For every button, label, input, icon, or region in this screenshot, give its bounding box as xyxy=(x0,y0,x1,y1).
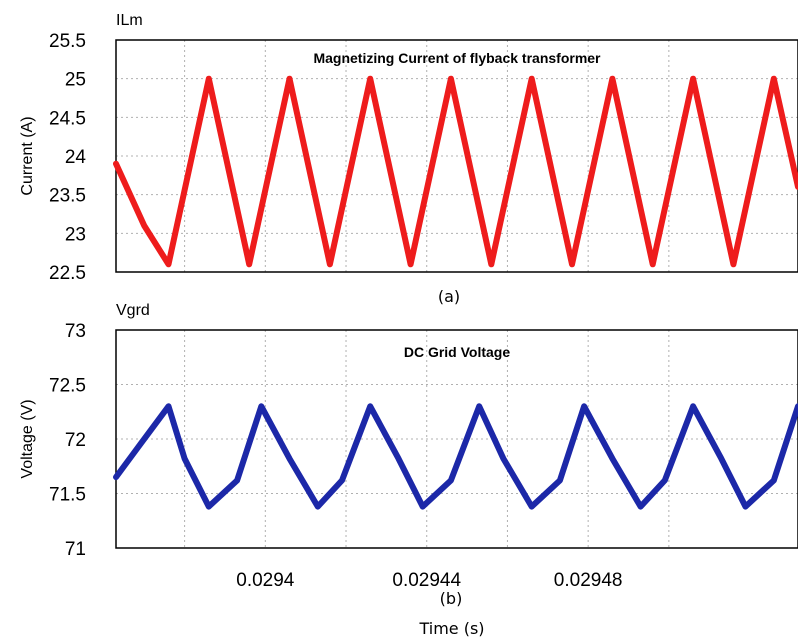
panel-a-caption: (a) xyxy=(438,287,460,306)
voltage-y-axis-label: Voltage (V) xyxy=(19,399,36,478)
vgrd-series-label: Vgrd xyxy=(116,302,150,319)
voltage-y-tick-label: 72 xyxy=(65,430,86,451)
current-y-ticks: 25.5 25 24.5 24 23.5 23 22.5 xyxy=(49,31,86,284)
vgrd-series-line xyxy=(113,403,798,510)
voltage-x-tick-label: 0.02948 xyxy=(554,570,623,591)
voltage-y-tick-label: 71.5 xyxy=(49,485,86,506)
voltage-x-ticks: 0.0294 0.02944 0.02948 xyxy=(236,570,622,591)
panel-b-caption: (b) xyxy=(440,589,463,608)
current-y-tick-label: 22.5 xyxy=(49,263,86,284)
current-y-tick-label: 24 xyxy=(65,147,87,168)
current-y-axis-label: Current (A) xyxy=(19,116,36,195)
voltage-y-tick-label: 71 xyxy=(65,539,86,560)
voltage-chart-title: DC Grid Voltage xyxy=(404,344,511,360)
current-y-tick-label: 23 xyxy=(65,224,86,245)
current-y-tick-label: 24.5 xyxy=(49,108,86,129)
voltage-y-tick-label: 73 xyxy=(65,321,86,342)
current-y-tick-label: 25 xyxy=(65,70,86,91)
current-chart-title: Magnetizing Current of flyback transform… xyxy=(313,50,601,66)
ilm-series-label: ILm xyxy=(116,12,143,29)
current-panel: ILm Magnetizing Current of flyback trans… xyxy=(19,12,798,306)
voltage-plot-frame xyxy=(115,329,798,549)
current-grid xyxy=(116,40,798,272)
current-y-tick-label: 23.5 xyxy=(49,186,86,207)
voltage-x-tick-label: 0.02944 xyxy=(392,570,461,591)
voltage-y-ticks: 73 72.5 72 71.5 71 xyxy=(49,321,86,560)
voltage-panel: Vgrd DC Grid Voltage 73 72.5 72 71.5 71 0.02… xyxy=(19,302,798,638)
current-plot-frame xyxy=(115,39,798,273)
ilm-series-line xyxy=(113,75,798,268)
voltage-y-tick-label: 72.5 xyxy=(49,376,86,397)
current-y-tick-label: 25.5 xyxy=(49,31,86,52)
voltage-x-tick-label: 0.0294 xyxy=(236,570,295,591)
x-axis-label: Time (s) xyxy=(418,619,484,638)
voltage-grid xyxy=(116,330,798,548)
